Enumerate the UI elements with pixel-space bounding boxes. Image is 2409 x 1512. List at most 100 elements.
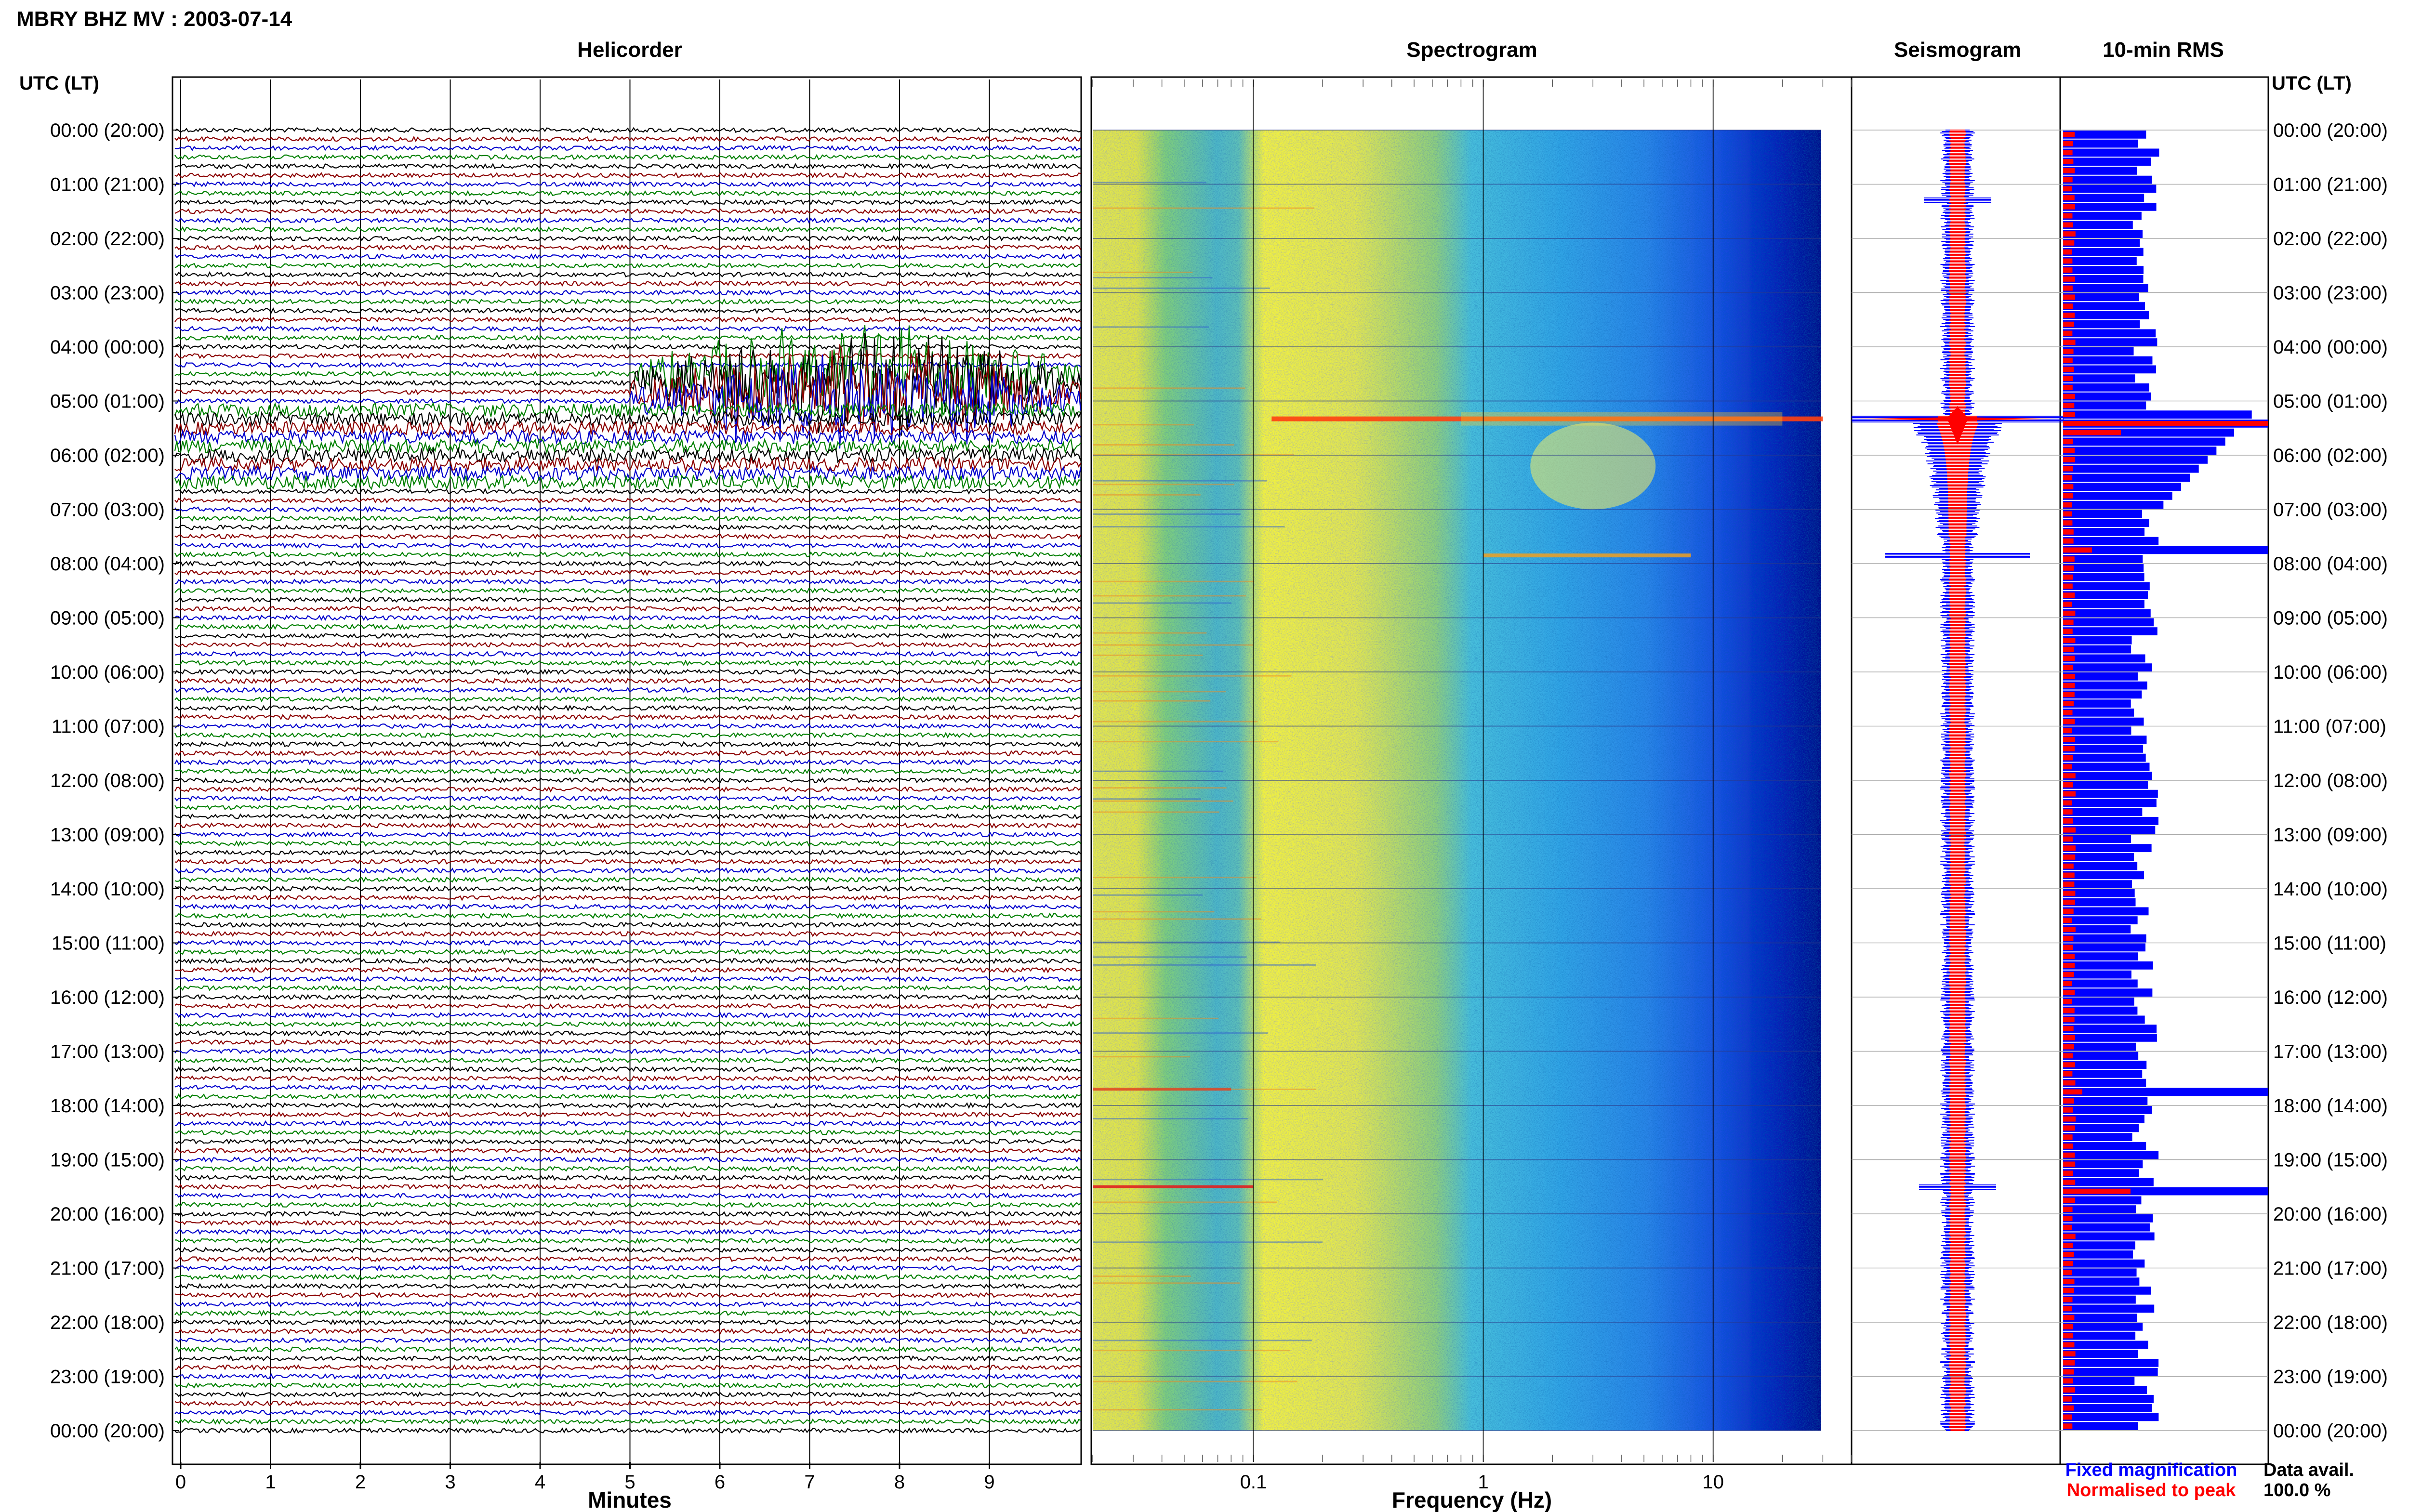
rms-fixed-bar [2063,184,2157,193]
helicorder-trace-row [174,1120,1081,1127]
helicorder-trace-row [174,669,1081,675]
spectrogram-streak [1093,271,1193,273]
helicorder-trace-row [174,849,1081,856]
rms-normalised-bar [2063,1261,2074,1266]
spectrogram-streak [1093,480,1267,482]
hour-tick-label-right: 17:00 (13:00) [2273,1041,2388,1063]
rms-fixed-bar [2063,564,2144,572]
rms-fixed-bar [2063,248,2144,256]
rms-fixed-bar [2063,654,2145,663]
rms-fixed-bar [2063,763,2150,771]
rms-normalised-bar [2063,204,2075,210]
hour-tick-label-right: 12:00 (08:00) [2273,770,2388,791]
helicorder-trace-row [174,1382,1081,1389]
helicorder-trace-row [174,596,1081,603]
rms-normalised-bar [2063,1089,2082,1095]
helicorder-x-ticks: 0 1 2 3 4 5 6 7 8 9 [175,1462,995,1493]
helicorder-trace-row [174,190,1081,197]
spectrogram-streak [1093,444,1234,446]
rms-fixed-bar [2063,211,2142,220]
rms-normalised-bar [2063,466,2073,472]
rms-normalised-bar [2063,547,2092,553]
helicorder-trace-row [174,587,1081,594]
helicorder-trace-row [174,1337,1081,1344]
rms-normalised-bar [2063,602,2072,607]
spectrogram-title: Spectrogram [1406,38,1537,62]
rms-fixed-bar [2063,907,2149,916]
rms-normalised-bar [2063,701,2074,706]
rms-normalised-bar [2063,954,2075,959]
rms-normalised-bar [2063,520,2073,526]
helicorder-trace-row [174,402,1081,419]
rms-fixed-bar [2063,826,2156,834]
hour-tick-label-right: 11:00 (07:00) [2273,716,2386,737]
hour-tick-label-right: 09:00 (05:00) [2273,608,2388,629]
hour-tick-labels: 00:00 (20:00) 00:00 (20:00) 01:00 (21:00) 0… [50,120,2388,1442]
helicorder-trace-row [174,876,1081,883]
rms-normalised-bar [2063,855,2076,860]
helicorder-trace-row [174,1156,1081,1163]
helicorder-trace-row [174,1418,1081,1425]
spectrogram-streak [1093,1032,1268,1034]
rms-fixed-bar [2063,709,2134,717]
helicorder-trace-row [174,524,1081,531]
helicorder-trace-row [174,352,1081,359]
spectrogram-overlay [1093,182,1823,1411]
rms-normalised-bar [2063,674,2076,679]
rms-normalised-bar [2063,538,2074,544]
rms-normalised-bar [2063,800,2072,806]
helicorder-trace-row [174,1228,1081,1235]
rms-normalised-bar [2063,1243,2073,1248]
rms-normalised-bar [2063,646,2074,652]
spectrogram-streak [1093,1241,1323,1243]
rms-fixed-bar [2063,1070,2143,1078]
helicorder-trace-row [174,1174,1081,1182]
hour-tick-label-right: 02:00 (22:00) [2273,228,2388,250]
helicorder-trace-row [174,1355,1081,1362]
rms-normalised-bar [2063,484,2074,489]
hour-tick-label-left: 10:00 (06:00) [50,662,165,683]
spectrogram-streak [1093,632,1207,634]
helicorder-trace-row [174,533,1081,540]
rms-normalised-bar [2063,240,2075,246]
rms-normalised-bar [2063,475,2073,481]
hour-tick-label-left: 08:00 (04:00) [50,553,165,575]
helicorder-trace-row [174,515,1081,522]
helicorder-x-tick-label: 1 [265,1472,276,1493]
rms-normalised-bar [2063,990,2075,995]
rms-fixed-bar [2063,410,2252,419]
rms-normalised-bar [2063,330,2073,336]
spectrogram-streak [1093,911,1215,913]
helicorder-trace-row [174,1048,1081,1055]
helicorder-trace-row [174,325,1081,332]
spectrogram-streak [1093,287,1270,289]
rms-fixed-bar [2063,1205,2136,1213]
rms-normalised-bar [2063,357,2073,363]
rms-fixed-bar [2063,1052,2139,1060]
hour-tick-label-left: 11:00 (07:00) [52,716,165,737]
helicorder-trace-row [174,307,1081,314]
helicorder-trace-row [174,1147,1081,1154]
rms-fixed-bar [2063,808,2143,816]
spectrogram-streak [1093,1409,1263,1411]
helicorder-trace-row [174,473,1081,491]
spectrogram-streak [1093,326,1209,328]
helicorder-trace-row [174,885,1081,892]
rms-normalised-bar [2063,1170,2073,1176]
spectrogram-x-ticks: 0.1 1 10 [1092,79,1852,1493]
helicorder-x-tick-label: 8 [894,1472,905,1493]
rms-fixed-bar [2063,194,2144,202]
hour-tick-label-right: 03:00 (23:00) [2273,283,2388,304]
rms-fixed-bar [2063,871,2144,880]
spectrogram-streak [1093,602,1231,604]
rms-fixed-bar [2063,1223,2150,1232]
helicorder-trace-row [174,948,1081,955]
rms-normalised-bar [2063,1224,2072,1230]
rms-fixed-bar [2063,591,2148,599]
rms-normalised-bar [2063,656,2075,661]
rms-fixed-bar [2063,221,2133,229]
rms-normalised-bar [2063,574,2073,580]
rms-normalised-bar [2063,448,2075,453]
helicorder-trace-row [174,280,1081,287]
rms-fixed-bar [2063,1178,2154,1186]
